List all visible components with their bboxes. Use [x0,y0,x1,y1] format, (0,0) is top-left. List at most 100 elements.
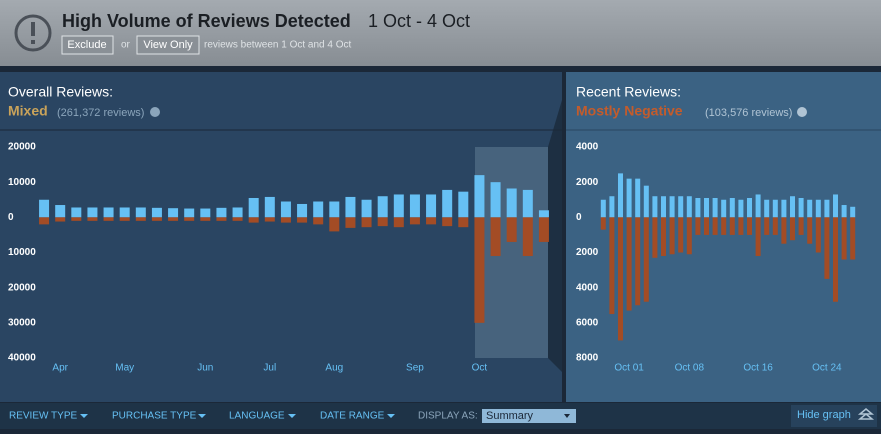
bar [426,217,437,225]
bar [377,196,388,218]
bar [618,217,623,341]
bar [704,217,709,235]
bar [232,207,243,218]
help-icon[interactable] [150,107,160,117]
overall-label: Overall Reviews: [8,84,113,100]
bar [695,197,701,218]
bar [609,217,615,315]
filter-purchase-type[interactable]: PURCHASE TYPE [112,411,197,422]
bar [458,191,469,218]
display-select[interactable] [482,409,576,423]
bar [850,217,856,260]
bar [184,217,195,221]
bar [626,217,632,311]
bar [168,217,179,221]
recent-rating: Mostly Negative [576,103,683,119]
help-icon[interactable] [797,107,807,117]
bar [103,217,114,221]
bar [55,205,66,218]
filter-language[interactable]: LANGUAGE [229,411,285,422]
bar [815,199,821,218]
bar [55,217,66,222]
bar [755,217,761,257]
bar [264,196,275,218]
bar [216,207,227,218]
bar [329,201,340,218]
bar [772,199,778,218]
bar [426,194,437,218]
bar [216,217,227,221]
bar [686,217,692,255]
x-tick-label: Oct 01 [614,363,644,374]
bar [790,217,795,241]
filter-review-type[interactable]: REVIEW TYPE [9,411,77,422]
bar [506,217,517,242]
bar [635,217,641,306]
bar [103,207,114,218]
hide-graph-label: Hide graph [797,409,851,421]
bar [119,217,130,221]
bar [764,217,770,235]
recent-label: Recent Reviews: [576,84,681,100]
bar [409,194,420,218]
bar [661,217,666,257]
bar [313,201,324,218]
bar [841,217,847,260]
bar [87,207,98,218]
bar [755,194,761,218]
y-tick-label: 20000 [8,282,36,293]
banner-range: 1 Oct - 4 Oct [368,11,470,31]
bar [652,217,658,258]
warning-icon [31,40,35,44]
bar [807,199,813,218]
bar [490,182,501,218]
bar [600,217,606,230]
warning-icon [14,14,52,52]
bar [151,207,162,218]
y-tick-label: 0 [576,212,582,223]
x-tick-label: Oct 16 [743,363,773,374]
bar [729,197,735,218]
bar [686,196,692,218]
bar [135,217,146,221]
bar [200,217,211,221]
bar [798,197,804,218]
bar [738,217,744,235]
bar [824,199,830,218]
y-tick-label: 40000 [8,353,36,364]
bar [635,178,641,218]
bar [833,194,838,218]
dropdown-arrow [198,414,206,418]
bar [248,197,259,218]
y-tick-label: 8000 [576,353,599,364]
recent-count: (103,576 reviews) [705,107,792,119]
bar [232,217,243,221]
bar [712,217,718,235]
bar [361,199,372,218]
bar [669,217,675,255]
bar [458,217,469,228]
bar [135,207,146,218]
bar [695,217,701,235]
x-tick-label: Oct 08 [675,363,705,374]
overall-rating: Mixed [8,103,48,119]
x-tick-label: Jul [263,363,276,374]
x-tick-label: May [115,363,134,374]
bar [71,207,82,218]
view-only-button[interactable] [136,35,200,55]
y-tick-label: 0 [8,212,14,223]
dropdown-arrow [288,414,296,418]
hide-graph-button[interactable] [791,405,877,427]
bar [841,205,847,218]
bar [600,199,606,218]
bar [345,217,356,228]
bar [248,217,259,223]
y-tick-label: 10000 [8,247,36,258]
bar [297,217,308,223]
exclude-button[interactable] [61,35,114,55]
filter-bar [0,403,881,429]
bar [721,199,727,218]
or-label: or [121,40,131,51]
filter-date-range[interactable]: DATE RANGE [320,411,385,422]
